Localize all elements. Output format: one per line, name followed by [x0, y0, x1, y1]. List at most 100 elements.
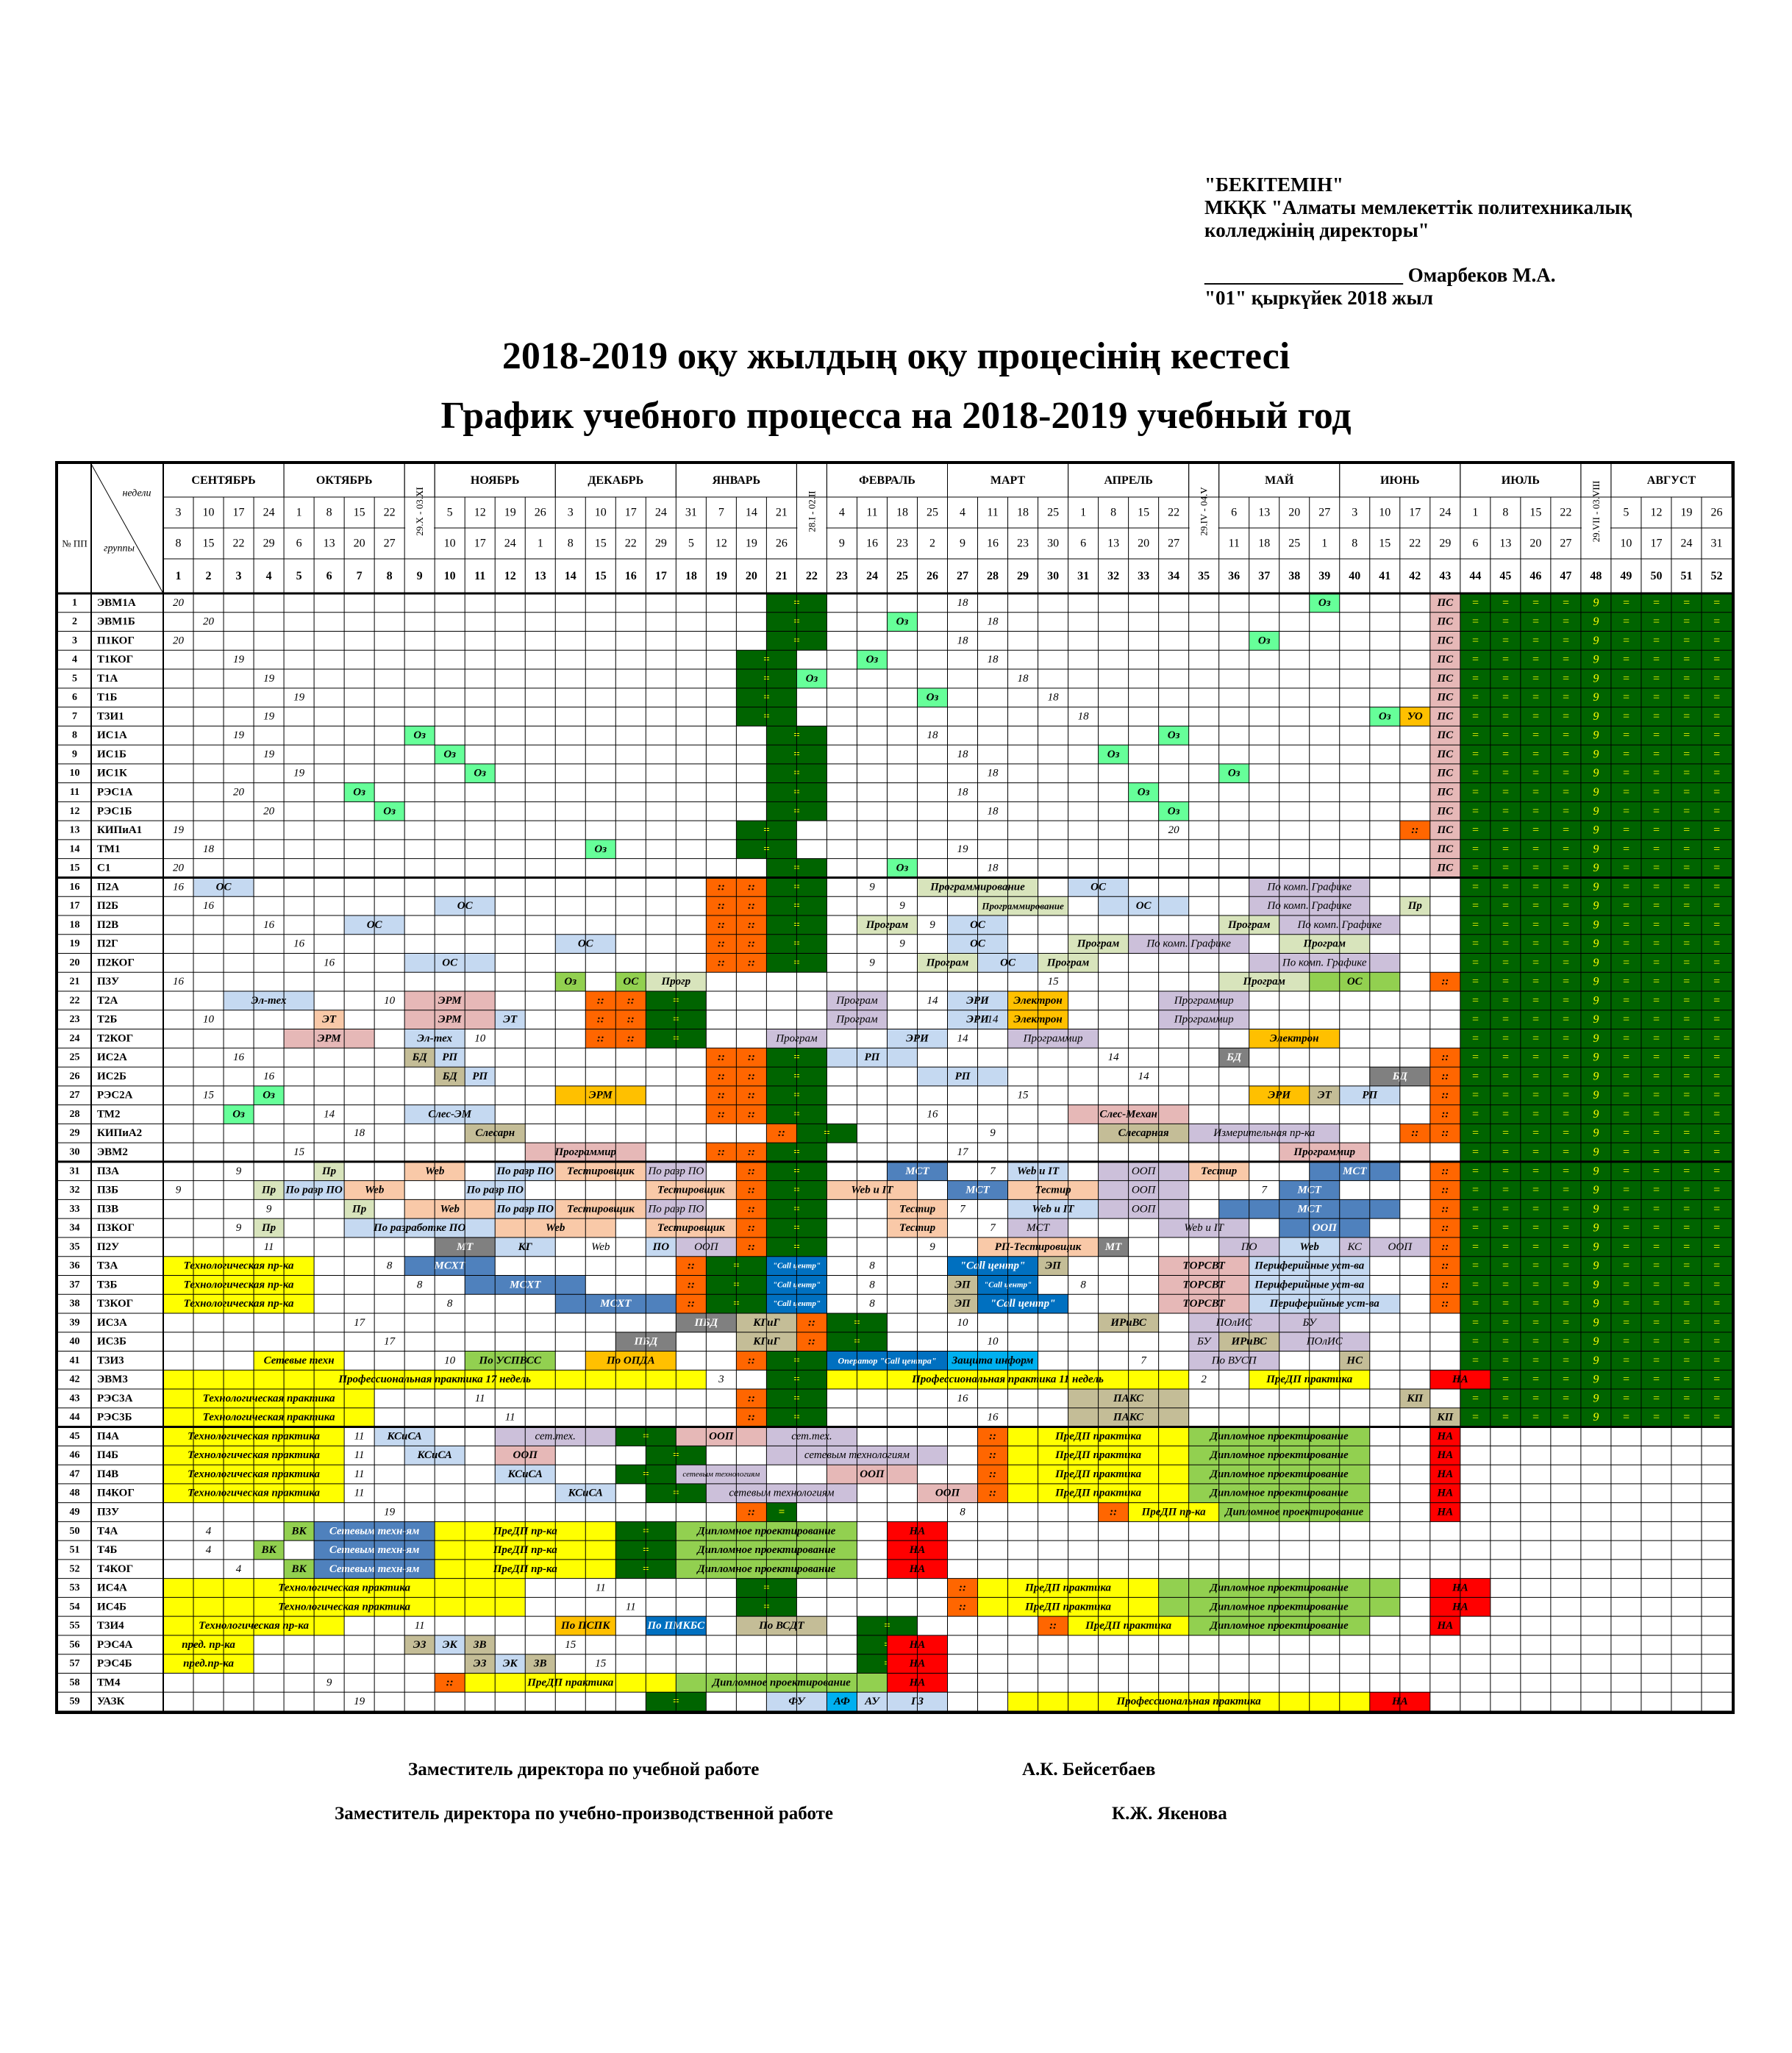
block-label: Оз	[1379, 710, 1391, 722]
summer-symbol: 9	[1593, 748, 1599, 760]
summer-symbol: =	[1471, 1392, 1479, 1404]
summer-cell	[1460, 801, 1491, 821]
schedule-block	[374, 801, 405, 821]
block-label: 16	[263, 919, 275, 931]
summer-symbol: =	[1713, 786, 1721, 799]
week-end-day: 29	[1439, 538, 1451, 550]
summer-cell	[1520, 1067, 1551, 1086]
schedule-block	[495, 1654, 526, 1674]
block-label: 14	[1138, 1071, 1150, 1082]
block-label: ::	[1441, 1222, 1449, 1234]
block-label: Пр	[261, 1185, 276, 1196]
summer-cell	[1520, 1294, 1551, 1313]
block-label: Технологическая пр-ка	[184, 1298, 294, 1310]
schedule-block	[1429, 1218, 1460, 1238]
summer-symbol: =	[1502, 672, 1510, 685]
schedule-block	[495, 1010, 526, 1029]
summer-symbol: 9	[1593, 596, 1599, 609]
summer-symbol: =	[1502, 957, 1510, 969]
week-end-day: 10	[1620, 538, 1632, 550]
summer-cell	[1701, 1407, 1732, 1427]
schedule-block	[827, 1048, 918, 1068]
block-label: сет.тех.	[791, 1430, 832, 1442]
week-number: 46	[1529, 570, 1541, 582]
group-name: ТМ1	[97, 843, 120, 855]
block-label: ::	[808, 1317, 815, 1329]
row-number: 29	[70, 1128, 80, 1139]
summer-symbol: =	[1652, 1089, 1660, 1102]
vertical-month-bg	[1189, 498, 1218, 558]
week-end-day: 18	[1258, 538, 1270, 550]
block-label: ОС	[442, 957, 458, 968]
block-label: Оз	[263, 1090, 275, 1102]
schedule-block	[1429, 726, 1460, 746]
block-label: ::	[748, 1412, 755, 1424]
summer-symbol: =	[1532, 1052, 1540, 1064]
week-end-day: 8	[1352, 538, 1357, 550]
block-label: ООП	[1132, 1203, 1157, 1215]
block-label: 18	[988, 768, 999, 779]
summer-symbol: =	[1532, 710, 1540, 723]
summer-symbol: 9	[1593, 957, 1599, 969]
block-label: 18	[957, 597, 969, 609]
summer-symbol: =	[1532, 805, 1540, 818]
schedule-block	[766, 1427, 857, 1446]
row-number: 6	[72, 692, 77, 703]
block-label: 16	[173, 976, 185, 988]
group-name: Т3КОГ	[97, 1298, 133, 1310]
week-end-day: 8	[176, 538, 182, 550]
summer-symbol: 9	[1593, 938, 1599, 950]
block-label: 3	[718, 1374, 724, 1385]
month-label: 29.IV - 04.V	[1199, 487, 1210, 536]
summer-cell	[1701, 612, 1732, 632]
summer-cell	[1610, 1370, 1641, 1390]
summer-cell	[1671, 745, 1702, 764]
summer-symbol: =	[1652, 900, 1660, 913]
block-label: Web и IT	[1032, 1203, 1074, 1215]
block-label: 20	[263, 805, 275, 817]
block-label: 14	[957, 1032, 969, 1044]
week-number: 48	[1590, 570, 1602, 582]
group-name: П3А	[97, 1165, 119, 1177]
week-number: 14	[565, 570, 576, 582]
summer-cell	[1671, 1029, 1702, 1049]
summer-symbol: =	[1682, 635, 1691, 647]
summer-symbol: =	[1682, 1165, 1691, 1177]
summer-symbol: =	[1713, 1127, 1721, 1140]
summer-cell	[1550, 801, 1581, 821]
summer-cell	[1701, 1143, 1732, 1162]
block-label: Web и IT	[851, 1185, 893, 1196]
summer-symbol: =	[1622, 654, 1630, 666]
block-label: Оз	[866, 654, 879, 665]
summer-cell	[1671, 1161, 1702, 1181]
schedule-block	[1249, 1029, 1340, 1049]
summer-symbol: =	[1713, 1354, 1721, 1367]
summer-symbol: 9	[1593, 805, 1599, 818]
block-label: Оз	[564, 976, 576, 988]
block-label: "Call центр"	[960, 1260, 1026, 1272]
block-label: ::	[959, 1601, 966, 1613]
summer-symbol: =	[1471, 1203, 1479, 1215]
block-label: Дипломное проектирование	[1209, 1468, 1349, 1480]
summer-cell	[1671, 1067, 1702, 1086]
summer-cell	[1550, 1294, 1581, 1313]
summer-cell	[1671, 1237, 1702, 1257]
week-number: 1	[176, 570, 182, 582]
group-name: П3У	[97, 976, 119, 988]
summer-cell	[1550, 1389, 1581, 1408]
block-label: Оз	[896, 863, 909, 874]
block-label: ООП	[860, 1468, 885, 1480]
schedule-block	[1098, 1237, 1129, 1257]
block-label: ЭК	[503, 1658, 518, 1670]
summer-cell	[1490, 1275, 1521, 1295]
schedule-block	[1158, 1256, 1249, 1276]
summer-cell	[1641, 1161, 1671, 1181]
summer-symbol: =	[1562, 748, 1570, 760]
week-number: 34	[1168, 570, 1179, 582]
summer-cell	[1490, 972, 1521, 992]
block-label: ЭК	[443, 1639, 458, 1651]
schedule-block	[435, 1673, 465, 1693]
block-label: 16	[203, 900, 215, 912]
summer-cell	[1490, 821, 1521, 840]
block-label: ::	[597, 1014, 604, 1026]
